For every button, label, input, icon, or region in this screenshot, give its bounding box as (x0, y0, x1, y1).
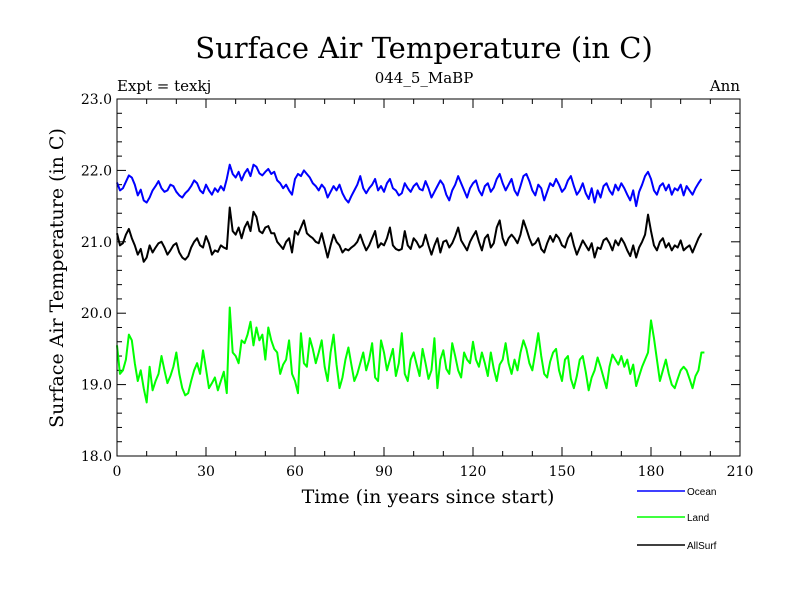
y-tick-label: 22.0 (81, 163, 112, 179)
series-line-land (116, 306, 705, 404)
y-tick-label: 20.0 (81, 306, 112, 322)
x-tick-label: 150 (549, 464, 576, 480)
chart-title: Surface Air Temperature (in C) (195, 31, 653, 65)
x-tick-label: 180 (638, 464, 665, 480)
series-line-allsurf (116, 206, 703, 263)
y-tick-label: 18.0 (81, 449, 112, 465)
legend-label-allsurf: AllSurf (687, 541, 717, 552)
legend-label-land: Land (687, 513, 709, 524)
y-tick-label: 23.0 (81, 92, 112, 108)
series-line-ocean (116, 163, 703, 208)
y-tick-label: 21.0 (81, 235, 112, 251)
series-lines (116, 163, 705, 404)
axis-tick-labels: 0 30 60 90 120 150 180 210 18.0 19.0 20.0 21.0 22.0 2… (81, 92, 754, 480)
axis-ticks (116, 98, 741, 457)
x-tick-label: 0 (113, 464, 122, 480)
x-axis-label: Time (in years since start) (302, 486, 555, 508)
y-axis-label: Surface Air Temperature (in C) (46, 128, 68, 428)
season-label: Ann (709, 77, 740, 95)
legend: Ocean Land AllSurf (637, 487, 717, 552)
chart-subtitle: 044_5_MaBP (375, 69, 474, 87)
x-tick-label: 120 (460, 464, 487, 480)
experiment-label: Expt = texkj (117, 77, 211, 95)
legend-label-ocean: Ocean (687, 487, 716, 498)
x-tick-label: 90 (375, 464, 393, 480)
x-tick-label: 60 (286, 464, 304, 480)
y-tick-label: 19.0 (81, 378, 112, 394)
plot-frame (116, 98, 741, 457)
x-tick-label: 210 (727, 464, 754, 480)
x-tick-label: 30 (197, 464, 215, 480)
